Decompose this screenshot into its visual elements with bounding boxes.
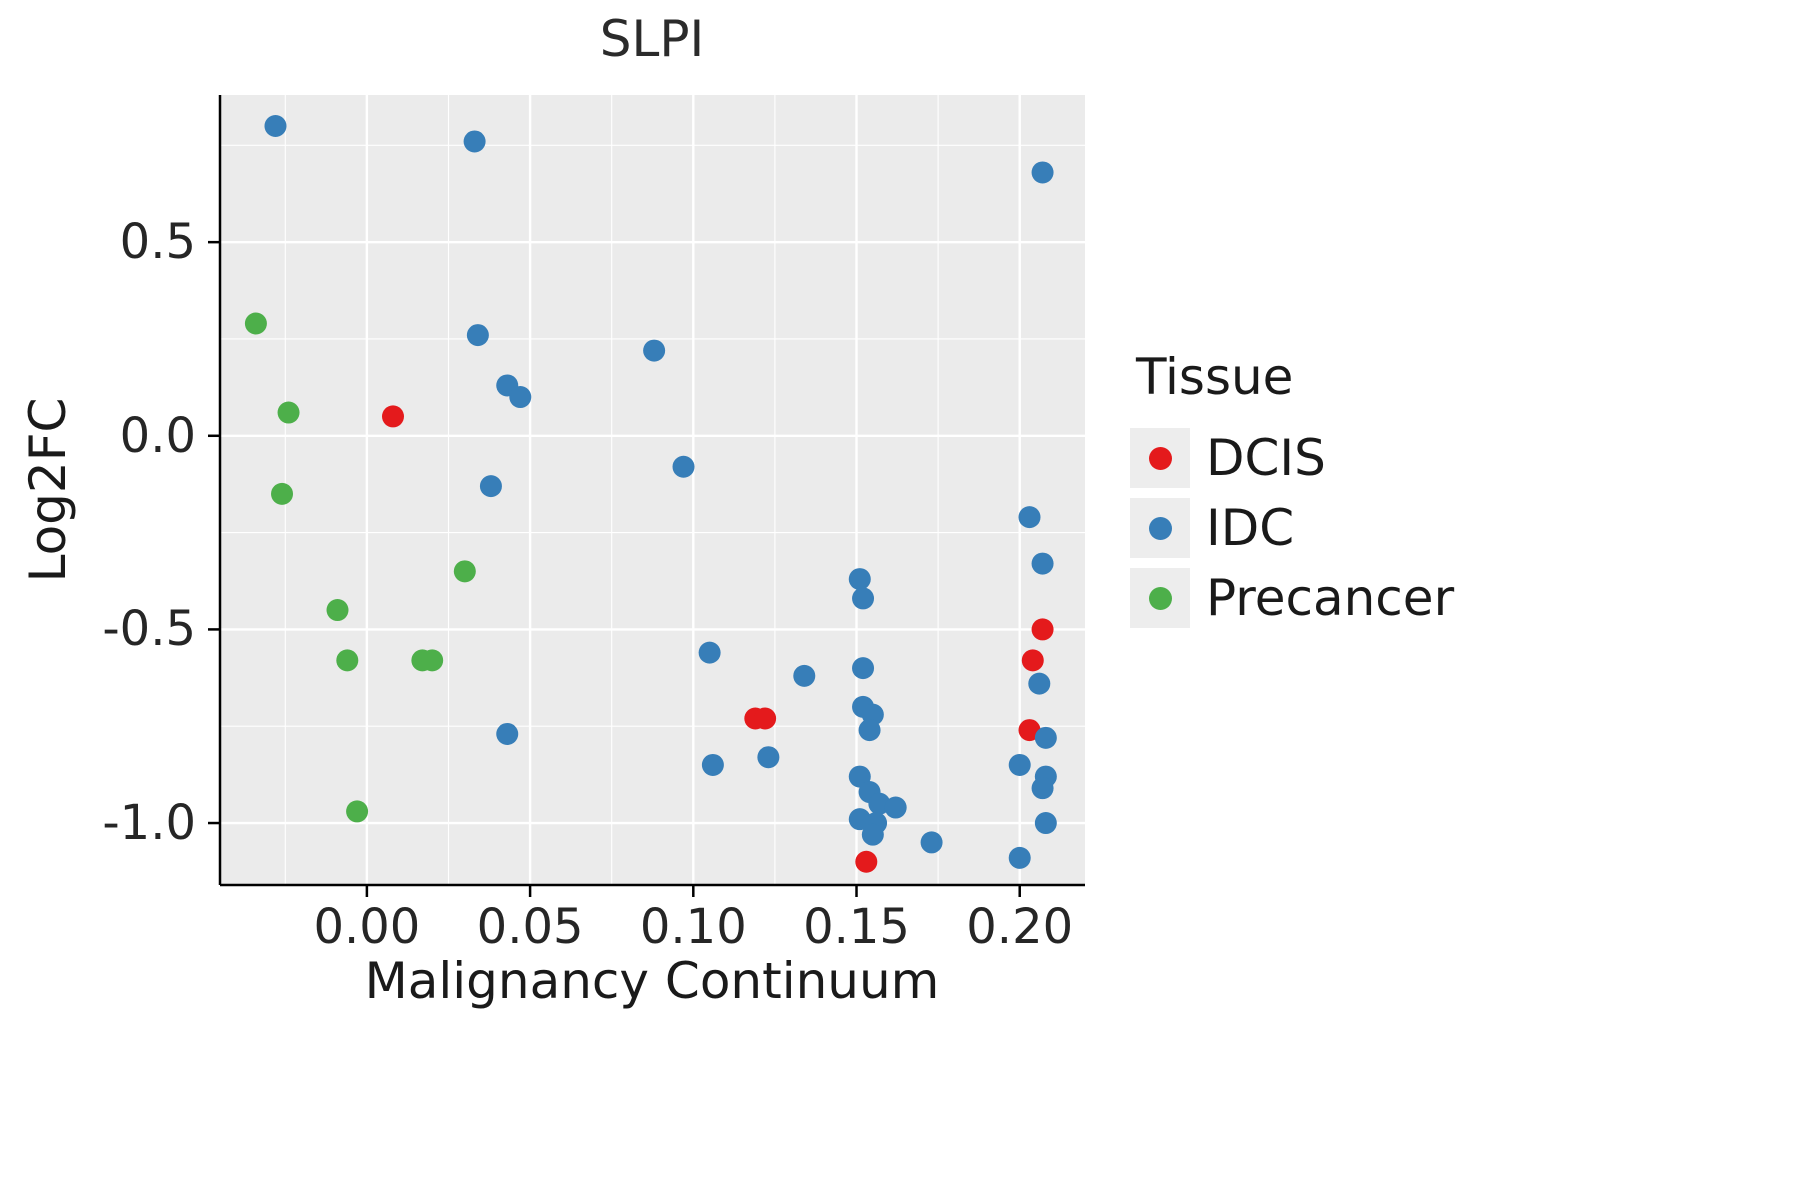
data-point-idc: [1008, 753, 1031, 776]
legend-entry-precancer: Precancer: [1130, 568, 1454, 628]
legend-entry-dcis: DCIS: [1130, 428, 1454, 488]
legend-label: IDC: [1206, 499, 1295, 557]
data-point-idc: [1018, 506, 1041, 529]
data-point-dcis: [855, 850, 878, 873]
data-point-idc: [1008, 846, 1031, 869]
data-point-precancer: [453, 560, 476, 583]
data-point-precancer: [326, 599, 349, 622]
data-point-idc: [264, 114, 287, 137]
data-point-idc: [793, 664, 816, 687]
data-point-idc: [701, 753, 724, 776]
data-point-precancer: [244, 312, 267, 335]
data-point-idc: [861, 823, 884, 846]
data-point-idc: [1031, 161, 1054, 184]
plot-panel: [220, 95, 1085, 885]
legend-key-swatch: [1130, 568, 1190, 628]
x-tick-label: 0.15: [803, 899, 910, 955]
x-tick-label: 0.10: [639, 899, 747, 955]
data-point-idc: [479, 475, 502, 498]
data-point-idc: [858, 719, 881, 742]
data-point-dcis: [1018, 719, 1041, 742]
data-point-precancer: [336, 649, 359, 672]
plot-area: [208, 95, 1085, 897]
data-point-idc: [848, 568, 871, 591]
data-point-precancer: [346, 800, 369, 823]
legend-entry-idc: IDC: [1130, 498, 1454, 558]
data-point-idc: [1031, 552, 1054, 575]
data-point-idc: [1031, 777, 1054, 800]
data-point-dcis: [382, 405, 404, 428]
legend-label: Precancer: [1206, 569, 1455, 627]
data-point-idc: [884, 796, 907, 819]
data-point-idc: [496, 722, 519, 745]
x-axis-label: Malignancy Continuum: [364, 952, 940, 1010]
data-point-idc: [463, 130, 486, 153]
data-point-idc: [920, 831, 943, 854]
legend-label: DCIS: [1206, 429, 1326, 487]
data-point-dcis: [754, 707, 777, 730]
x-tick-label: 0.20: [966, 899, 1074, 955]
y-tick-label: -0.5: [102, 601, 196, 658]
data-point-idc: [852, 587, 875, 610]
legend-dot-icon: [1148, 586, 1172, 610]
data-point-precancer: [277, 401, 300, 424]
data-point-dcis: [1021, 649, 1044, 672]
chart-title: SLPI: [599, 10, 705, 68]
data-point-idc: [466, 324, 489, 347]
y-tick-label: -1.0: [102, 795, 196, 852]
data-point-idc: [698, 641, 721, 664]
legend-dot-icon: [1148, 446, 1172, 470]
legend-dot-icon: [1148, 516, 1172, 540]
data-point-idc: [852, 657, 875, 680]
data-point-precancer: [271, 482, 294, 505]
y-tick-label: 0.5: [119, 214, 196, 271]
data-point-idc: [757, 746, 780, 769]
data-point-precancer: [421, 649, 444, 672]
data-point-idc: [1028, 672, 1051, 695]
data-point-idc: [1034, 726, 1057, 749]
y-tick-label: 0.0: [119, 407, 196, 464]
data-point-idc: [672, 455, 695, 478]
legend-entries: DCIS IDC Precancer: [1130, 428, 1454, 628]
legend-key-swatch: [1130, 498, 1190, 558]
data-point-idc: [1034, 812, 1057, 835]
data-point-idc: [509, 386, 532, 409]
data-point-idc: [643, 339, 666, 362]
legend: Tissue DCIS IDC Precancer: [1130, 348, 1454, 628]
data-point-dcis: [1031, 618, 1054, 641]
legend-title: Tissue: [1136, 348, 1294, 406]
legend-key-swatch: [1130, 428, 1190, 488]
x-tick-label: 0.00: [313, 899, 421, 955]
x-tick-label: 0.05: [476, 899, 584, 955]
